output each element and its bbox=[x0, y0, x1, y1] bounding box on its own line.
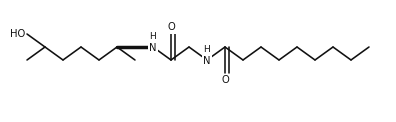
Text: O: O bbox=[221, 75, 229, 85]
Text: N: N bbox=[149, 43, 157, 53]
Text: O: O bbox=[167, 22, 175, 32]
Text: N: N bbox=[203, 56, 211, 66]
Text: HO: HO bbox=[10, 29, 25, 39]
Text: H: H bbox=[204, 45, 210, 54]
Text: H: H bbox=[150, 32, 156, 41]
